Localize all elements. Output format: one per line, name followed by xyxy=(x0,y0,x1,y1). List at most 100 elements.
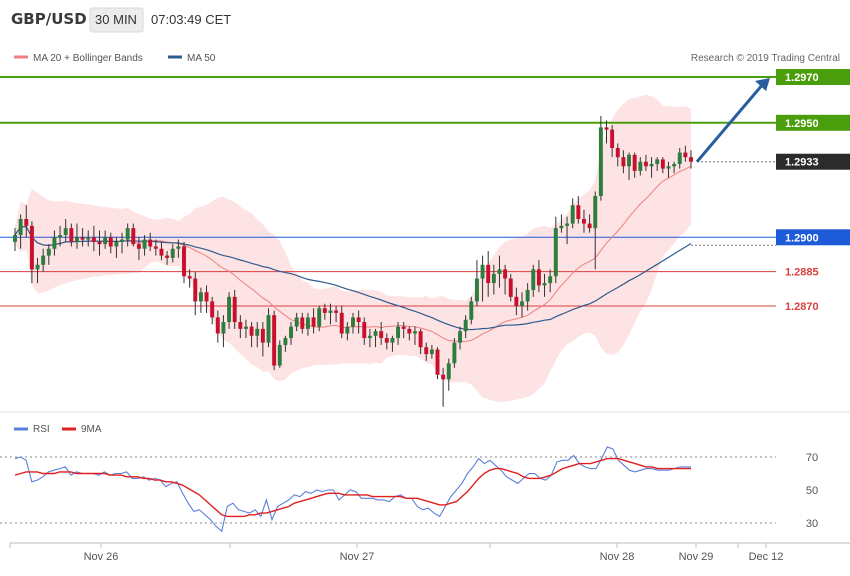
candle xyxy=(638,157,643,176)
legend-label-ma20: MA 20 + Bollinger Bands xyxy=(33,53,143,64)
candle-body xyxy=(497,269,502,274)
resistance-tag-label: 1.2970 xyxy=(785,72,819,84)
candle-body xyxy=(598,127,603,197)
resistance-tag xyxy=(776,69,850,85)
timeframe-label[interactable]: 30 MIN xyxy=(95,12,137,27)
candle xyxy=(429,344,434,359)
candle-body xyxy=(441,374,446,380)
candle xyxy=(289,322,294,345)
candle xyxy=(232,289,237,329)
candle-body xyxy=(531,269,536,290)
level-tags-layer: 1.2970 1.2950 1.2933 1.2900 1.2885 1.2870 xyxy=(776,69,850,313)
candle xyxy=(655,157,660,171)
currency-pair-title: GBP/USD xyxy=(11,10,87,28)
research-credit: Research © 2019 Trading Central xyxy=(691,53,840,64)
candle xyxy=(13,228,17,252)
candle xyxy=(553,216,558,284)
candle xyxy=(210,296,215,325)
candle-body xyxy=(86,237,91,240)
candle xyxy=(689,150,693,169)
candle xyxy=(407,326,412,341)
candle xyxy=(125,223,130,247)
candle-body xyxy=(187,276,192,279)
candle-body xyxy=(458,331,463,343)
candle-body xyxy=(565,223,570,226)
candle-body xyxy=(632,154,637,171)
candle-body xyxy=(300,317,305,329)
candle-body xyxy=(655,159,660,165)
candle xyxy=(187,269,192,288)
candle-body xyxy=(272,315,277,366)
candle xyxy=(463,315,468,339)
candle xyxy=(86,230,91,247)
candle xyxy=(80,228,85,247)
candle xyxy=(215,310,220,343)
candle xyxy=(29,221,34,284)
candle xyxy=(508,273,513,302)
candle-body xyxy=(520,301,524,306)
candle-body xyxy=(63,228,68,236)
candle-body xyxy=(542,283,547,286)
candle-body xyxy=(435,349,440,375)
candle-body xyxy=(570,205,575,224)
candle-body xyxy=(120,239,125,242)
candle-body xyxy=(638,161,643,171)
candle xyxy=(255,322,260,348)
candle-body xyxy=(480,264,485,279)
candle xyxy=(305,312,310,336)
candle-body xyxy=(69,228,74,242)
resistance-tag-label: 1.2950 xyxy=(785,118,819,130)
candle-body xyxy=(255,328,260,336)
candle xyxy=(120,232,125,254)
candle-body xyxy=(142,239,147,249)
candle-body xyxy=(97,241,102,245)
candle-body xyxy=(384,338,389,343)
candle xyxy=(108,232,113,254)
candle-body xyxy=(660,159,665,169)
candle xyxy=(480,255,485,302)
candle xyxy=(491,264,496,295)
candle xyxy=(58,225,63,247)
candle xyxy=(384,333,389,350)
candle-body xyxy=(266,315,271,343)
candle-body xyxy=(35,264,40,270)
x-axis-label: Dec 12 xyxy=(749,551,784,563)
candle xyxy=(198,287,203,313)
candle-body xyxy=(474,278,479,302)
last-tag-label: 1.2933 xyxy=(785,157,819,169)
bollinger-band-layer xyxy=(15,94,691,402)
candle-body xyxy=(593,196,598,229)
candle-body xyxy=(587,223,592,229)
candle-body xyxy=(643,161,648,167)
candle xyxy=(474,260,479,306)
candle xyxy=(672,161,677,174)
candle-body xyxy=(334,310,339,313)
candle-body xyxy=(277,344,282,366)
candle xyxy=(446,358,451,391)
candle xyxy=(272,310,277,371)
candle xyxy=(114,237,119,258)
candle xyxy=(559,214,564,233)
candle xyxy=(74,223,79,249)
candle xyxy=(401,322,406,339)
candle xyxy=(311,308,316,334)
candle-body xyxy=(289,326,294,339)
candle-body xyxy=(627,154,632,167)
candle xyxy=(418,328,423,355)
candle-body xyxy=(41,255,46,265)
candle-body xyxy=(362,322,367,339)
candle xyxy=(131,223,136,247)
candle-body xyxy=(559,225,564,229)
candle-body xyxy=(294,317,299,327)
candle xyxy=(283,335,288,352)
candle xyxy=(593,191,598,270)
candle xyxy=(351,312,355,334)
candle-body xyxy=(148,239,153,247)
candle xyxy=(345,322,350,341)
pivot-tag-label: 1.2900 xyxy=(785,232,819,244)
candle xyxy=(542,273,547,297)
timeframe-box[interactable] xyxy=(89,7,144,33)
candle-body xyxy=(576,205,581,219)
candle xyxy=(153,239,158,256)
candle xyxy=(452,338,457,368)
